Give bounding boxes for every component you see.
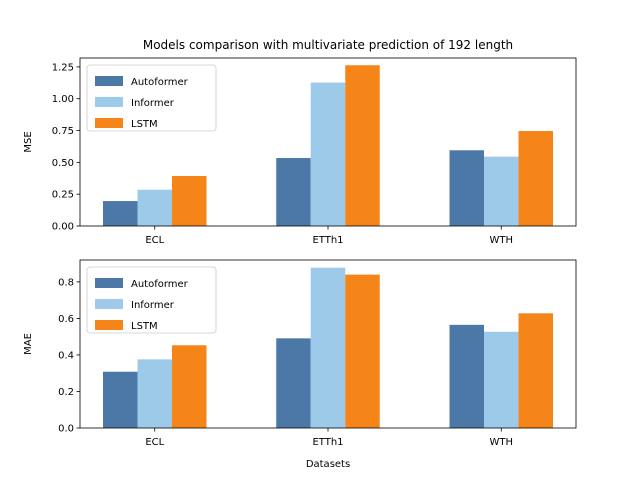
bar-lstm-etth1 bbox=[345, 65, 380, 226]
chart-panel-mae: 0.0 0.2 0.4 0.6 0.8 ECL ETTh1 WTH MAE Datasets Aut… bbox=[23, 259, 577, 470]
y-tick-label: 0.50 bbox=[52, 158, 74, 169]
bar-autoformer-wth bbox=[449, 150, 484, 226]
x-tick-label-wth: WTH bbox=[489, 437, 513, 448]
x-tick-label-wth: WTH bbox=[489, 235, 513, 246]
legend-label-informer: Informer bbox=[131, 300, 175, 311]
bar-informer-etth1 bbox=[310, 82, 346, 227]
y-tick-label: 0.2 bbox=[58, 387, 74, 398]
bar-lstm-wth bbox=[518, 313, 553, 428]
y-tick-label: 0.25 bbox=[52, 190, 74, 201]
legend-label-lstm: LSTM bbox=[131, 321, 158, 332]
bar-informer-ecl bbox=[137, 189, 172, 226]
bar-informer-wth bbox=[484, 331, 519, 428]
legend-label-lstm: LSTM bbox=[131, 119, 158, 130]
x-tick-label-ecl: ECL bbox=[145, 235, 164, 246]
bar-informer-wth bbox=[484, 156, 519, 226]
legend: Autoformer Informer LSTM bbox=[86, 266, 217, 334]
legend-swatch-autoformer bbox=[95, 76, 123, 86]
bar-lstm-etth1 bbox=[345, 274, 380, 428]
y-tick-label: 0.00 bbox=[52, 222, 74, 233]
x-tick-label-ecl: ECL bbox=[145, 437, 164, 448]
bar-lstm-ecl bbox=[172, 175, 207, 226]
chart-panel-mse: 0.00 0.25 0.50 0.75 1.00 1.25 ECL ETTh1 WTH MSE Au… bbox=[23, 57, 577, 246]
legend-swatch-autoformer bbox=[95, 278, 123, 288]
bar-lstm-ecl bbox=[172, 345, 207, 428]
x-axis-label: Datasets bbox=[306, 459, 350, 470]
legend-swatch-informer bbox=[95, 97, 123, 107]
bar-autoformer-wth bbox=[449, 324, 484, 428]
y-axis-label: MSE bbox=[23, 131, 34, 152]
legend-label-informer: Informer bbox=[131, 98, 175, 109]
y-tick-label: 1.00 bbox=[52, 94, 74, 105]
chart-title: Models comparison with multivariate pred… bbox=[143, 38, 513, 52]
bar-autoformer-etth1 bbox=[276, 158, 311, 226]
bar-autoformer-etth1 bbox=[276, 338, 311, 428]
y-axis-label: MAE bbox=[23, 333, 34, 355]
y-tick-label: 0.75 bbox=[52, 126, 74, 137]
legend-swatch-lstm bbox=[95, 118, 123, 128]
legend-swatch-informer bbox=[95, 299, 123, 309]
x-tick-label-etth1: ETTh1 bbox=[312, 235, 343, 246]
legend: Autoformer Informer LSTM bbox=[86, 64, 217, 132]
legend-label-autoformer: Autoformer bbox=[131, 77, 189, 88]
legend-swatch-lstm bbox=[95, 320, 123, 330]
bar-autoformer-ecl bbox=[103, 201, 138, 226]
bar-lstm-wth bbox=[518, 131, 553, 226]
bar-informer-etth1 bbox=[310, 267, 346, 428]
y-tick-label: 1.25 bbox=[52, 62, 74, 73]
legend-label-autoformer: Autoformer bbox=[131, 279, 189, 290]
y-tick-label: 0.6 bbox=[58, 314, 74, 325]
bar-autoformer-ecl bbox=[103, 371, 138, 428]
x-tick-label-etth1: ETTh1 bbox=[312, 437, 343, 448]
y-tick-label: 0.0 bbox=[58, 424, 74, 435]
y-tick-label: 0.4 bbox=[58, 350, 74, 361]
y-tick-label: 0.8 bbox=[58, 277, 74, 288]
bar-informer-ecl bbox=[137, 359, 172, 428]
